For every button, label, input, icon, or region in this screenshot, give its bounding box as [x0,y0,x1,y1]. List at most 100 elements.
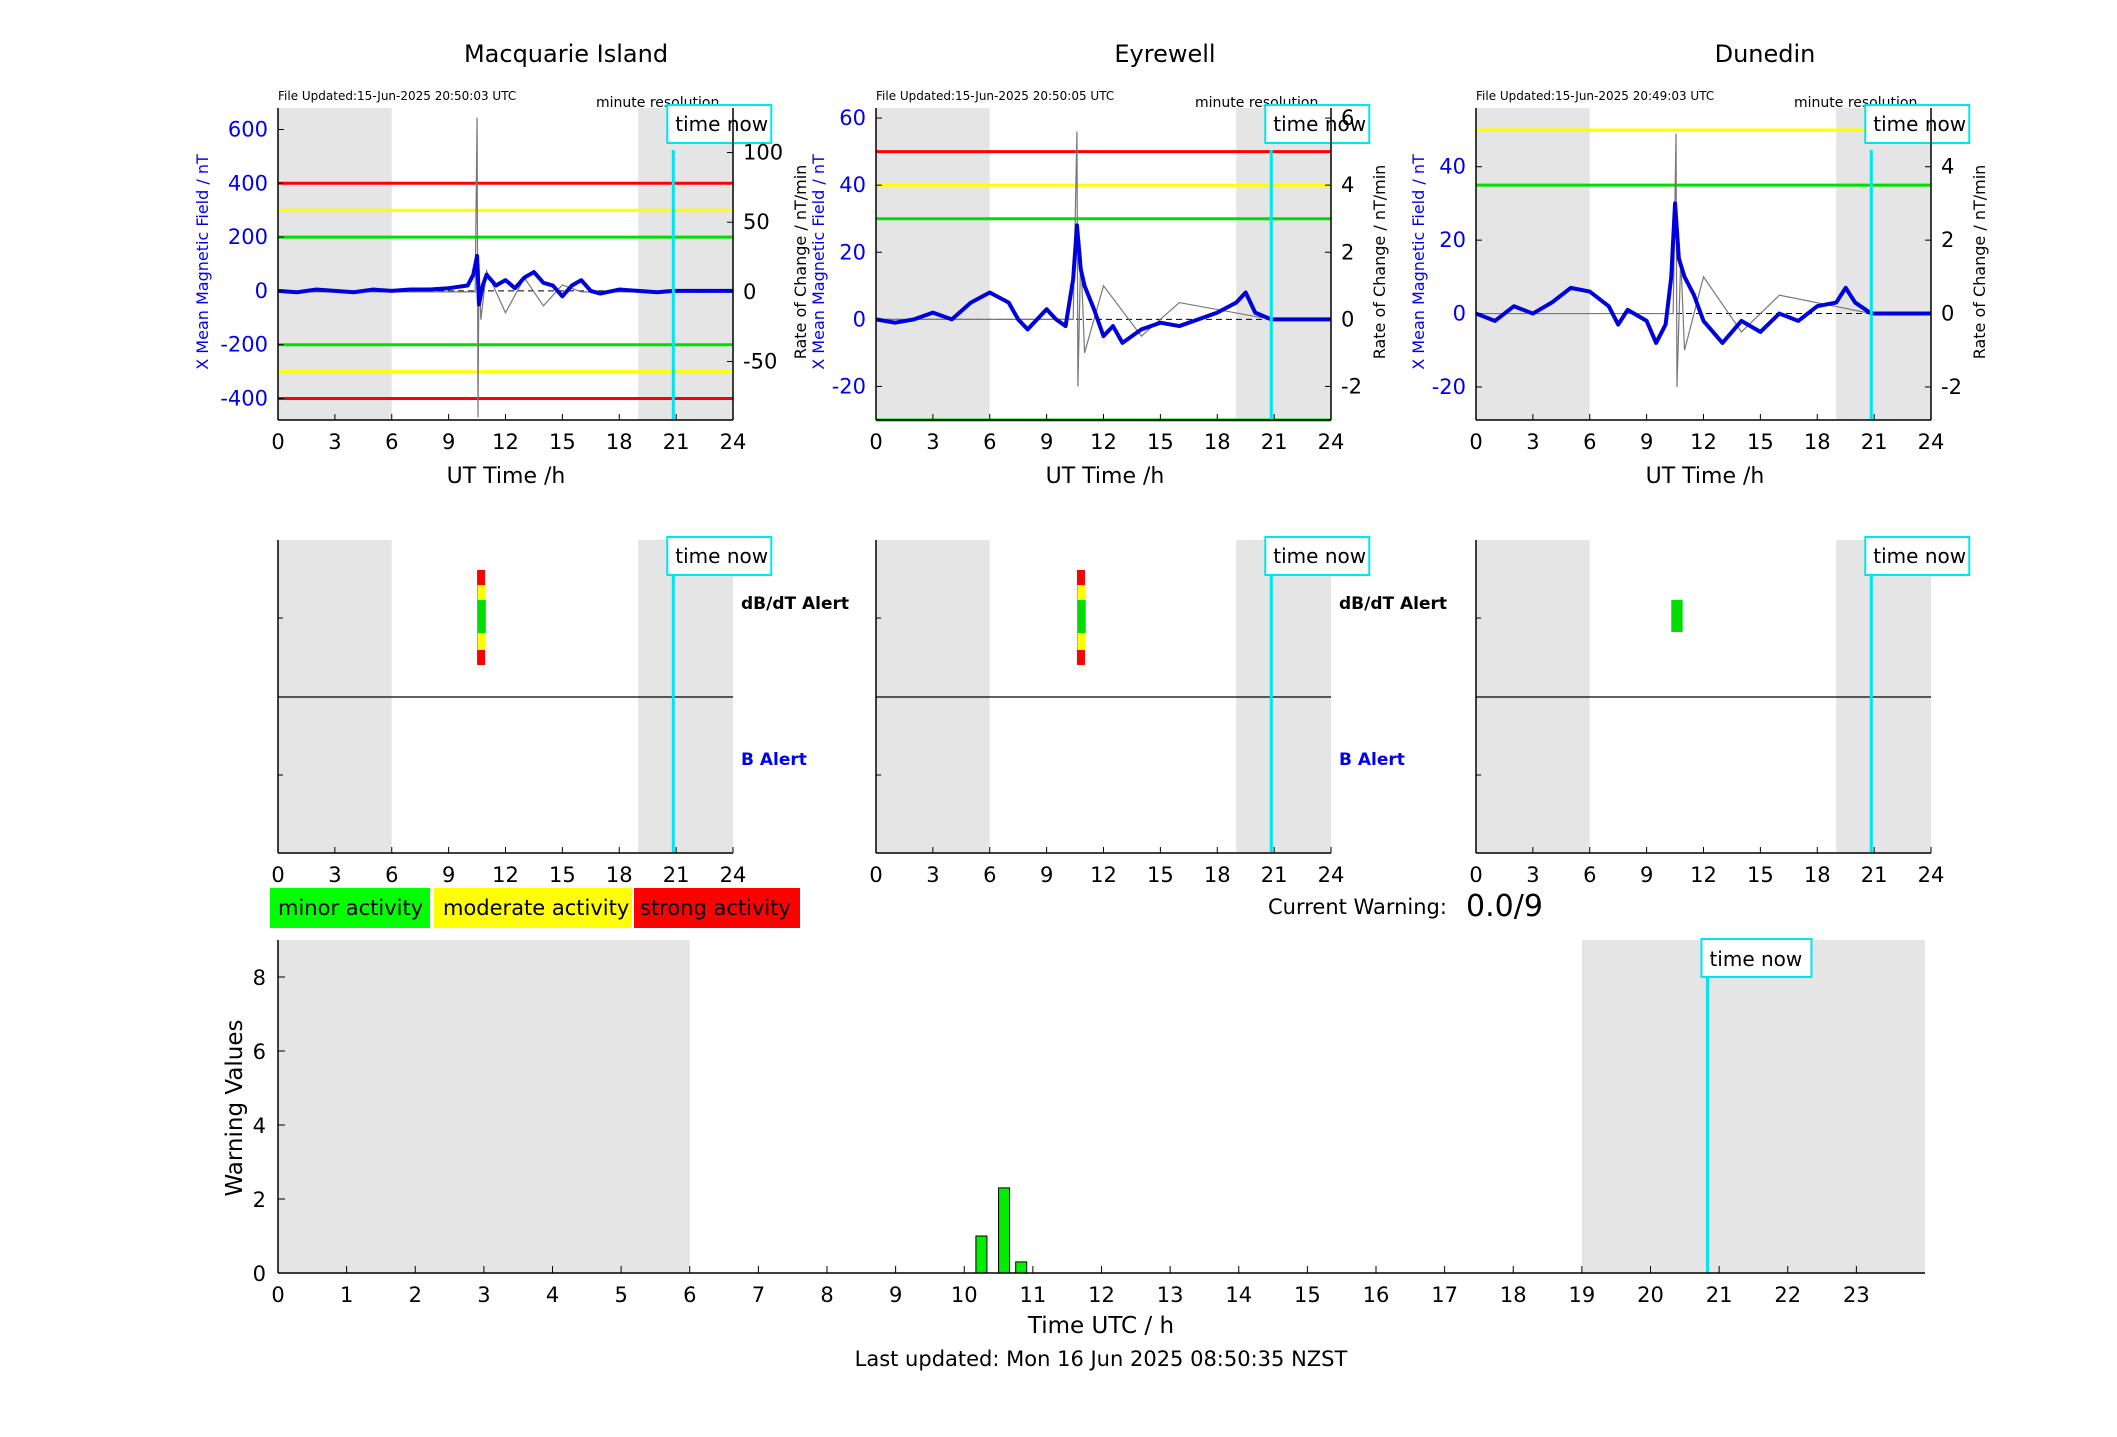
x-tick-label: 18 [1804,430,1831,454]
right-ylabel-1-left: Rate of Change / nT/min [791,165,810,360]
x-tick-label: 15 [549,430,576,454]
y-tick-label: 2 [253,1188,266,1212]
y-tick-label: 20 [839,240,866,264]
x-tick-label: 15 [1747,863,1774,887]
x-tick-label: 18 [606,430,633,454]
time-now-box [666,536,773,576]
current-warning-value: 0.0/9 [1466,889,1543,924]
dbdt-alert-label-1: dB/dT Alert [1339,594,1447,614]
time-now-label: time now [1873,544,1966,568]
file-updated-0: File Updated:15-Jun-2025 20:50:03 UTC [278,89,516,103]
x-tick-label: 4 [546,1283,559,1307]
time-now-label: time now [675,112,768,136]
y2-tick-label: -2 [1941,375,1962,399]
y2-tick-label: 2 [1341,240,1354,264]
y2-tick-label: 0 [1341,307,1354,331]
y-tick-label: -20 [1432,375,1466,399]
y-tick-label: -200 [220,333,268,357]
x-tick-label: 6 [1583,863,1596,887]
right-ylabel-2: Rate of Change / nT/min [1970,165,1989,360]
time-now-box [1264,536,1371,576]
x-tick-label: 21 [663,863,690,887]
x-tick-label: 21 [663,430,690,454]
x-tick-label: 23 [1843,1283,1870,1307]
y-tick-label: 200 [228,225,268,249]
x-tick-label: 12 [1690,430,1717,454]
x-tick-label: 24 [720,863,747,887]
y-tick-label: 0 [253,1262,266,1286]
legend-label-moderate: moderate activity [443,896,629,920]
y2-tick-label: -2 [1341,374,1362,398]
y2-tick-label: 100 [743,141,783,165]
shaded-region [278,940,690,1273]
time-now-label: time now [675,544,768,568]
x-tick-label: 0 [1469,863,1482,887]
current-warning-label: Current Warning: [1268,895,1447,919]
x-tick-label: 20 [1637,1283,1664,1307]
x-tick-label: 0 [869,430,882,454]
y2-tick-label: 50 [743,210,770,234]
x-tick-label: 12 [1090,430,1117,454]
x-tick-label: 9 [1640,430,1653,454]
x-tick-label: 24 [1918,430,1945,454]
x-tick-label: 5 [614,1283,627,1307]
mean-field-line [277,253,733,307]
x-tick-label: 17 [1431,1283,1458,1307]
b-alert-label-0: B Alert [741,750,807,770]
file-updated-2: File Updated:15-Jun-2025 20:49:03 UTC [1476,89,1714,103]
x-tick-label: 0 [271,430,284,454]
dbdt-alert-label-0: dB/dT Alert [741,594,849,614]
x-tick-label: 6 [385,430,398,454]
time-now-label: time now [1273,112,1366,136]
rate-of-change-line [278,117,733,418]
legend-swatch-minor [270,888,430,928]
x-tick-label: 18 [606,863,633,887]
left-ylabel-0: X Mean Magnetic Field / nT [193,154,212,370]
x-tick-label: 6 [983,430,996,454]
last-updated: Last updated: Mon 16 Jun 2025 08:50:35 N… [855,1347,1348,1371]
x-tick-label: 21 [1706,1283,1733,1307]
y-tick-label: 6 [253,1040,266,1064]
x-tick-label: 15 [549,863,576,887]
shaded-region [278,108,392,420]
right-ylabel-1: Rate of Change / nT/min [1370,165,1389,360]
x-tick-label: 9 [1640,863,1653,887]
y-tick-label: -400 [220,386,268,410]
x-tick-label: 14 [1225,1283,1252,1307]
alert-chart-dunedin: time now 0 3 6 9 12 15 18 21 24 [1469,536,1971,887]
time-now-box [666,104,773,144]
mean-field-line [875,223,1331,345]
x-tick-label: 15 [1747,430,1774,454]
time-now-box [1700,938,1813,978]
y-tick-label: 8 [253,966,266,990]
x-tick-label: 3 [1526,863,1539,887]
y-tick-label: 20 [1439,228,1466,252]
x-tick-label: 9 [1040,430,1053,454]
y-tick-label: 40 [1439,155,1466,179]
time-now-label: time now [1709,947,1802,971]
station-xlabel-1: UT Time /h [1046,464,1165,489]
y-tick-label: 0 [853,307,866,331]
x-tick-label: 9 [442,863,455,887]
station-title-0: Macquarie Island [464,40,668,68]
warning-bar [998,1187,1011,1274]
shaded-region [1836,108,1931,420]
x-tick-label: 12 [1690,863,1717,887]
legend-swatch-moderate [434,888,632,928]
y-tick-label: 0 [255,279,268,303]
x-tick-label: 0 [1469,430,1482,454]
legend-label-minor: minor activity [278,896,423,920]
y2-tick-label: 2 [1941,228,1954,252]
warning-xlabel: Time UTC / h [1027,1313,1174,1339]
file-updated-1: File Updated:15-Jun-2025 20:50:05 UTC [876,89,1114,103]
y-tick-label: 0 [1453,302,1466,326]
station-xlabel-2: UT Time /h [1646,464,1765,489]
y2-tick-label: -50 [743,350,777,374]
x-tick-label: 21 [1261,863,1288,887]
y-tick-label: 40 [839,173,866,197]
station-title-2: Dunedin [1715,40,1816,68]
time-now-label: time now [1873,112,1966,136]
left-ylabel-2: X Mean Magnetic Field / nT [1409,154,1428,370]
